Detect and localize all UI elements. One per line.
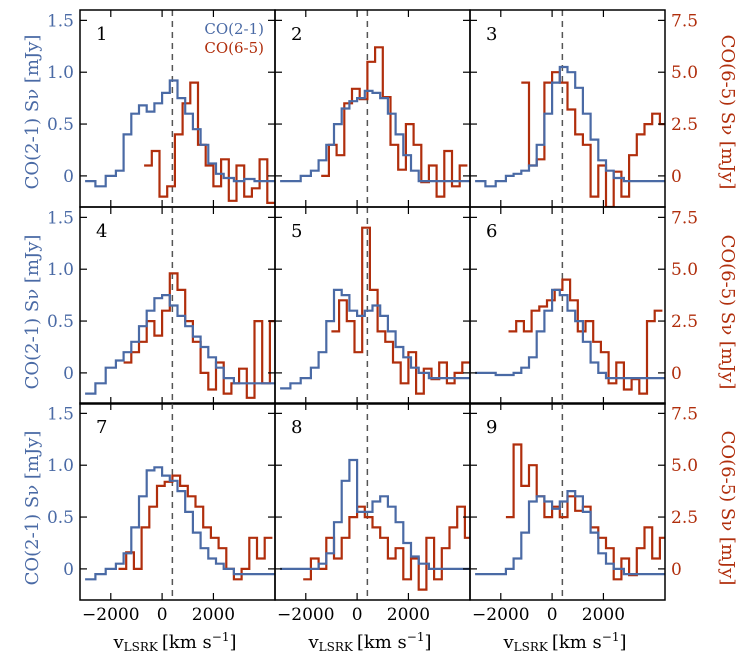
panel-8: 8 −2000 0 2000 [274, 402, 471, 625]
panels-layer: 1 0 0.5 1.0 1.5 2 3 0 2.5 5.0 7.5 4 0 0.5 1.0 1.5 5 6 0 2.5… [47, 9, 698, 625]
ytick-right-label: 5.0 [671, 260, 698, 280]
ytick-left-label: 0 [63, 364, 74, 384]
xtick-label: 0 [352, 605, 363, 625]
ytick-left-label: 0.5 [47, 508, 74, 528]
series-co21-panel-3 [475, 65, 665, 188]
xtick-label: 2000 [387, 605, 430, 625]
xtick-label: 2000 [192, 605, 235, 625]
series-co65-panel-2 [321, 46, 468, 198]
xlabel-col3: vLSRK [km s−1] [502, 630, 626, 654]
ytick-right-label: 0 [671, 560, 682, 580]
series-co21-panel-8 [280, 458, 470, 570]
ytick-right-label: 0 [671, 167, 682, 187]
right-ylabel-row3: CO(6-5) Sν [mJy] [717, 431, 738, 586]
xlabel-col1: vLSRK [km s−1] [112, 630, 236, 654]
panel-9: 9 −2000 0 2000 0 2.5 5.0 7.5 [469, 402, 698, 625]
panel-number-7: 7 [96, 417, 107, 438]
right-ylabel-row2: CO(6-5) Sν [mJy] [717, 235, 738, 390]
series-co65-panel-1 [144, 81, 275, 204]
series-co65-panel-9 [505, 443, 665, 581]
panel-6: 6 0 2.5 5.0 7.5 [469, 206, 698, 405]
legend-co65: CO(6-5) [204, 39, 264, 57]
frame-panel-6 [469, 206, 666, 405]
ytick-right-label: 7.5 [671, 11, 698, 31]
series-co21-panel-4 [85, 294, 275, 395]
frame-panel-2 [274, 9, 471, 208]
series-co65-panel-3 [521, 71, 665, 207]
series-co21-panel-2 [280, 89, 470, 183]
panel-number-3: 3 [486, 24, 497, 45]
series-co21-panel-6 [475, 288, 665, 380]
series-co21-panel-1 [85, 79, 275, 188]
panel-number-6: 6 [486, 221, 497, 242]
ytick-left-label: 1.5 [47, 208, 74, 228]
panel-number-8: 8 [291, 417, 302, 438]
ytick-right-label: 5.0 [671, 456, 698, 476]
xtick-label: −2000 [82, 605, 140, 625]
ytick-left-label: 1.5 [47, 404, 74, 424]
ytick-right-label: 5.0 [671, 63, 698, 83]
xtick-label: −2000 [472, 605, 530, 625]
xtick-label: −2000 [277, 605, 335, 625]
ytick-right-label: 2.5 [671, 115, 698, 135]
ytick-left-label: 1.5 [47, 11, 74, 31]
series-co65-panel-8 [303, 505, 470, 591]
series-co21-panel-9 [475, 490, 665, 576]
ytick-left-label: 1.0 [47, 63, 74, 83]
panel-number-4: 4 [96, 221, 107, 242]
ytick-right-label: 7.5 [671, 404, 698, 424]
xlabel-col2: vLSRK [km s−1] [307, 630, 431, 654]
series-co65-panel-4 [123, 272, 275, 399]
panel-7: 7 −2000 0 2000 0 0.5 1.0 1.5 [47, 402, 276, 625]
panel-4: 4 0 0.5 1.0 1.5 [47, 206, 276, 405]
legend-co21: CO(2-1) [204, 20, 264, 38]
panel-2: 2 [274, 9, 471, 208]
ytick-right-label: 2.5 [671, 508, 698, 528]
frame-panel-9 [469, 402, 666, 601]
panel-number-2: 2 [291, 24, 302, 45]
panel-number-9: 9 [486, 417, 497, 438]
series-co21-panel-5 [280, 288, 470, 390]
panel-number-1: 1 [96, 24, 107, 45]
panel-number-5: 5 [291, 221, 302, 242]
right-ylabel-row1: CO(6-5) Sν [mJy] [717, 35, 738, 190]
left-ylabel-row3: CO(2-1) Sν [mJy] [22, 431, 43, 586]
series-co65-panel-6 [508, 278, 663, 395]
ytick-right-label: 7.5 [671, 208, 698, 228]
panel-3: 3 0 2.5 5.0 7.5 [469, 9, 698, 208]
ytick-left-label: 1.0 [47, 260, 74, 280]
xtick-label: 0 [157, 605, 168, 625]
ytick-right-label: 0 [671, 364, 682, 384]
left-ylabel-row2: CO(2-1) Sν [mJy] [22, 235, 43, 390]
ytick-left-label: 0 [63, 560, 74, 580]
ytick-left-label: 0.5 [47, 312, 74, 332]
left-ylabel-row1: CO(2-1) Sν [mJy] [22, 35, 43, 190]
ytick-right-label: 2.5 [671, 312, 698, 332]
frame-panel-7 [79, 402, 276, 601]
series-co21-panel-7 [85, 466, 275, 581]
series-co65-panel-5 [331, 226, 470, 395]
ytick-left-label: 1.0 [47, 456, 74, 476]
ytick-left-label: 0.5 [47, 115, 74, 135]
series-co65-panel-7 [118, 474, 273, 581]
xtick-label: 2000 [582, 605, 625, 625]
xtick-label: 0 [547, 605, 558, 625]
panel-5: 5 [274, 206, 471, 405]
ytick-left-label: 0 [63, 167, 74, 187]
